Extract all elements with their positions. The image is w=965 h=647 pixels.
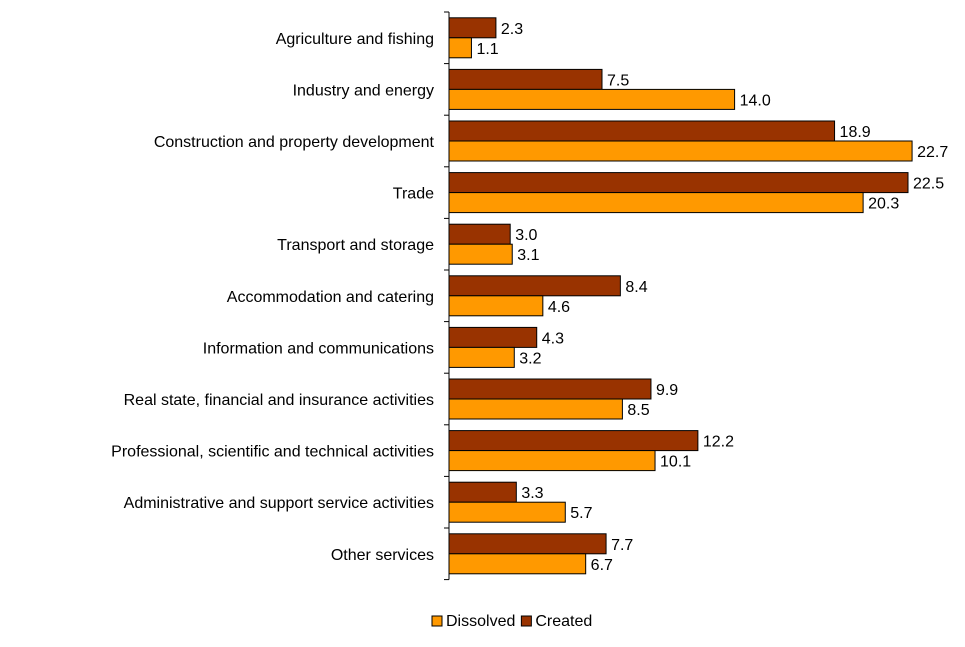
category-label: Professional, scientific and technical a… (111, 444, 434, 461)
bar-dissolved (448, 37, 472, 59)
data-label: 20.3 (868, 196, 899, 213)
bar-dissolved (448, 346, 515, 368)
data-label: 6.7 (591, 557, 613, 574)
bar-created (448, 17, 497, 39)
data-label: 4.3 (542, 330, 564, 347)
bar-dissolved (448, 243, 513, 265)
category-label: Information and communications (203, 340, 434, 357)
bar-created (448, 430, 699, 452)
bar-dissolved (448, 192, 864, 214)
category-label: Agriculture and fishing (276, 31, 434, 48)
legend-label-dissolved: Dissolved (446, 613, 515, 630)
data-label: 8.4 (625, 279, 647, 296)
bar-dissolved (448, 450, 656, 472)
bar-dissolved (448, 295, 544, 317)
data-label: 7.7 (611, 537, 633, 554)
category-label: Other services (331, 547, 434, 564)
bar-dissolved (448, 501, 566, 523)
category-label: Administrative and support service activ… (124, 495, 434, 512)
legend-swatch-dissolved (431, 615, 443, 627)
y-axis-ticks (444, 11, 449, 581)
bar-dissolved (448, 398, 623, 420)
category-label: Construction and property development (154, 134, 435, 151)
data-label: 4.6 (548, 299, 570, 316)
data-label: 3.1 (517, 247, 539, 264)
data-label: 5.7 (570, 505, 592, 522)
bar-created (448, 275, 621, 297)
data-label: 14.0 (740, 92, 771, 109)
bar-created (448, 326, 538, 348)
category-label: Industry and energy (293, 82, 434, 99)
category-label: Accommodation and catering (227, 289, 434, 306)
bar-created (448, 120, 836, 142)
bars-layer (448, 17, 913, 575)
bar-created (448, 481, 517, 503)
data-label: 10.1 (660, 454, 691, 471)
data-label: 2.3 (501, 21, 523, 38)
bar-created (448, 533, 607, 555)
data-label: 22.5 (913, 176, 944, 193)
data-label: 1.1 (476, 41, 498, 58)
data-label: 7.5 (607, 72, 629, 89)
data-label: 18.9 (840, 124, 871, 141)
legend: Dissolved Created (431, 613, 592, 630)
bar-dissolved (448, 140, 913, 162)
data-label: 22.7 (917, 144, 948, 161)
category-label: Real state, financial and insurance acti… (124, 392, 434, 409)
bar-dissolved (448, 88, 736, 110)
data-label: 3.2 (519, 350, 541, 367)
bar-dissolved (448, 553, 587, 575)
legend-swatch-created (520, 615, 532, 627)
bar-created (448, 378, 652, 400)
data-label: 3.3 (521, 485, 543, 502)
data-label: 8.5 (627, 402, 649, 419)
category-label: Transport and storage (277, 237, 434, 254)
labels-layer: Agriculture and fishing 2.31.1 Industry an… (111, 21, 948, 574)
category-label: Trade (393, 186, 434, 203)
bar-created (448, 68, 603, 90)
bar-created (448, 172, 909, 194)
data-label: 9.9 (656, 382, 678, 399)
legend-label-created: Created (535, 613, 592, 630)
data-label: 3.0 (515, 227, 537, 244)
data-label: 12.2 (703, 434, 734, 451)
bar-created (448, 223, 511, 245)
